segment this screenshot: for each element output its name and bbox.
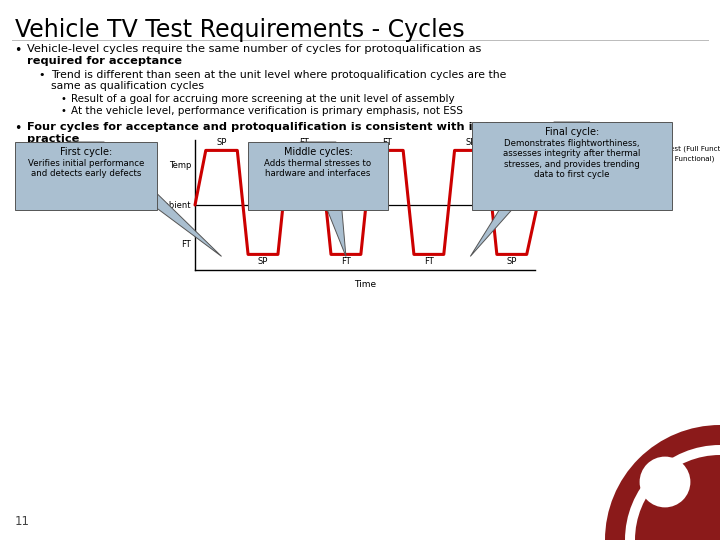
Text: FT: FT bbox=[382, 138, 392, 147]
Polygon shape bbox=[68, 142, 222, 256]
Text: FT: FT bbox=[541, 193, 552, 202]
FancyBboxPatch shape bbox=[15, 142, 157, 210]
Text: At the vehicle level, performance verification is primary emphasis, not ESS: At the vehicle level, performance verifi… bbox=[71, 106, 463, 116]
Text: First cycle:: First cycle: bbox=[60, 147, 112, 157]
FancyBboxPatch shape bbox=[248, 142, 388, 210]
Text: Middle cycles:: Middle cycles: bbox=[284, 147, 353, 157]
Text: •: • bbox=[61, 94, 67, 104]
Text: Demonstrates flightworthiness,
assesses integrity after thermal
stresses, and pr: Demonstrates flightworthiness, assesses … bbox=[503, 139, 641, 179]
Text: Vehicle-level cycles require the same number of cycles for protoqualification as: Vehicle-level cycles require the same nu… bbox=[27, 44, 482, 54]
Text: FT: FT bbox=[181, 240, 191, 249]
Text: required for acceptance: required for acceptance bbox=[27, 56, 182, 66]
Text: SP: SP bbox=[258, 258, 268, 266]
Polygon shape bbox=[300, 142, 346, 256]
Text: FT: FT bbox=[341, 258, 351, 266]
Wedge shape bbox=[635, 455, 720, 540]
FancyBboxPatch shape bbox=[472, 122, 672, 210]
Text: SP: SP bbox=[216, 138, 227, 147]
Text: Ambient: Ambient bbox=[156, 200, 191, 210]
Wedge shape bbox=[605, 425, 720, 540]
Circle shape bbox=[641, 458, 689, 506]
Text: SP – Specification Performance Test (Full Functional): SP – Specification Performance Test (Ful… bbox=[553, 145, 720, 152]
Text: Final cycle:: Final cycle: bbox=[545, 127, 599, 137]
Text: SP: SP bbox=[465, 138, 475, 147]
Polygon shape bbox=[470, 122, 590, 256]
Text: same as qualification cycles: same as qualification cycles bbox=[51, 81, 204, 91]
Text: •: • bbox=[61, 106, 67, 116]
Text: Ⓐ: Ⓐ bbox=[656, 469, 674, 497]
Text: •: • bbox=[38, 70, 45, 80]
Text: Trend is different than seen at the unit level where protoqualification cycles a: Trend is different than seen at the unit… bbox=[51, 70, 506, 80]
Text: SP: SP bbox=[507, 258, 517, 266]
Text: Verifies initial performance
and detects early defects: Verifies initial performance and detects… bbox=[28, 159, 144, 178]
Text: practice: practice bbox=[27, 134, 79, 144]
Text: FT: FT bbox=[424, 258, 433, 266]
Text: Temp: Temp bbox=[168, 161, 191, 170]
Text: FT – Functional Test (Abbreviated Functional): FT – Functional Test (Abbreviated Functi… bbox=[553, 155, 714, 161]
Text: Adds thermal stresses to
hardware and interfaces: Adds thermal stresses to hardware and in… bbox=[264, 159, 372, 178]
Text: Vehicle TV Test Requirements - Cycles: Vehicle TV Test Requirements - Cycles bbox=[15, 18, 464, 42]
Text: FT: FT bbox=[300, 138, 310, 147]
Text: Time: Time bbox=[354, 280, 376, 289]
Wedge shape bbox=[625, 445, 720, 540]
Text: •: • bbox=[14, 122, 22, 135]
Text: Four cycles for acceptance and protoqualification is consistent with industry: Four cycles for acceptance and protoqual… bbox=[27, 122, 523, 132]
Text: •: • bbox=[14, 44, 22, 57]
Text: Result of a goal for accruing more screening at the unit level of assembly: Result of a goal for accruing more scree… bbox=[71, 94, 454, 104]
Text: 11: 11 bbox=[15, 515, 30, 528]
